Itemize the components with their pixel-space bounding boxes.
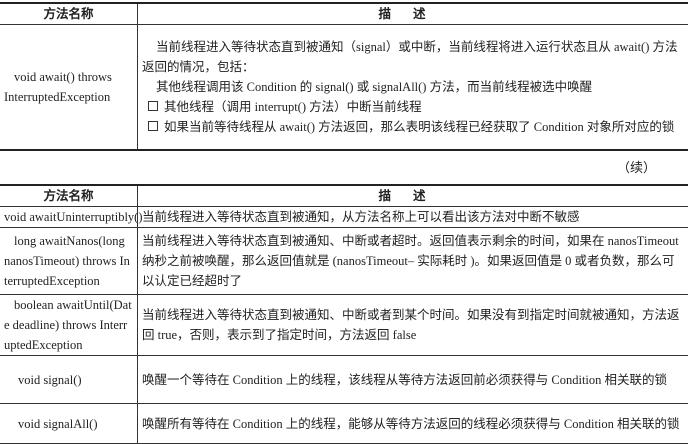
methods-table-continued: 方法名称 描述 void awaitUninterruptibly() 当前线程…: [0, 184, 688, 444]
method-name: void await() throws InterruptedException: [0, 24, 138, 150]
method-name: boolean awaitUntil(Date deadline) throws…: [0, 294, 138, 356]
table-header: 方法名称 描述: [0, 3, 688, 25]
header-method-name: 方法名称: [0, 3, 138, 25]
method-description: 当前线程进入等待状态直到被通知、中断或者到某个时间。如果没有到指定时间就被通知，…: [137, 294, 688, 356]
table-row: boolean awaitUntil(Date deadline) throws…: [0, 294, 688, 356]
methods-table: 方法名称 描述 void await() throws InterruptedE…: [0, 2, 688, 151]
table-row: void await() throws InterruptedException…: [0, 24, 689, 150]
method-name: void signal(): [0, 355, 138, 404]
header-method-name: 方法名称: [0, 185, 138, 207]
method-description: 当前线程进入等待状态直到被通知，从方法名称上可以看出该方法对中断不敏感: [137, 206, 688, 228]
table-row: void awaitUninterruptibly() 当前线程进入等待状态直到…: [0, 206, 688, 228]
table-row: void signal() 唤醒一个等待在 Condition 上的线程，该线程…: [0, 355, 688, 404]
checkbox-bullet-icon: [148, 100, 158, 111]
method-name: void awaitUninterruptibly(): [0, 206, 143, 228]
bullet-text: 如果当前等待线程从 await() 方法返回，那么表明该线程已经获取了 Cond…: [164, 119, 675, 134]
continued-label: （续）: [616, 160, 656, 175]
description-paragraph: 当前线程进入等待状态直到被通知（signal）或中断，当前线程将进入运行状态且从…: [142, 39, 678, 74]
checkbox-bullet-icon: [148, 120, 158, 131]
header-description: 描述: [137, 3, 688, 25]
description-paragraph: 其他线程调用该 Condition 的 signal() 或 signalAll…: [156, 79, 593, 94]
method-name: void signalAll(): [0, 403, 138, 444]
header-description: 描述: [137, 185, 688, 207]
table-header: 方法名称 描述: [0, 185, 688, 207]
bullet-item: 其他线程（调用 interrupt() 方法）中断当前线程: [142, 97, 684, 117]
method-description: 唤醒一个等待在 Condition 上的线程，该线程从等待方法返回前必须获得与 …: [137, 355, 688, 404]
table-row: long awaitNanos(long nanosTimeout) throw…: [0, 227, 688, 295]
method-description: 当前线程进入等待状态直到被通知、中断或者超时。返回值表示剩余的时间，如果在 na…: [137, 227, 688, 295]
method-description: 唤醒所有等待在 Condition 上的线程，能够从等待方法返回的线程必须获得与…: [137, 403, 688, 444]
method-description: 当前线程进入等待状态直到被通知（signal）或中断，当前线程将进入运行状态且从…: [138, 25, 689, 150]
bullet-item: 如果当前等待线程从 await() 方法返回，那么表明该线程已经获取了 Cond…: [142, 117, 684, 137]
method-name: long awaitNanos(long nanosTimeout) throw…: [0, 227, 138, 295]
table-row: void signalAll() 唤醒所有等待在 Condition 上的线程，…: [0, 403, 688, 444]
bullet-text: 其他线程（调用 interrupt() 方法）中断当前线程: [164, 99, 422, 114]
